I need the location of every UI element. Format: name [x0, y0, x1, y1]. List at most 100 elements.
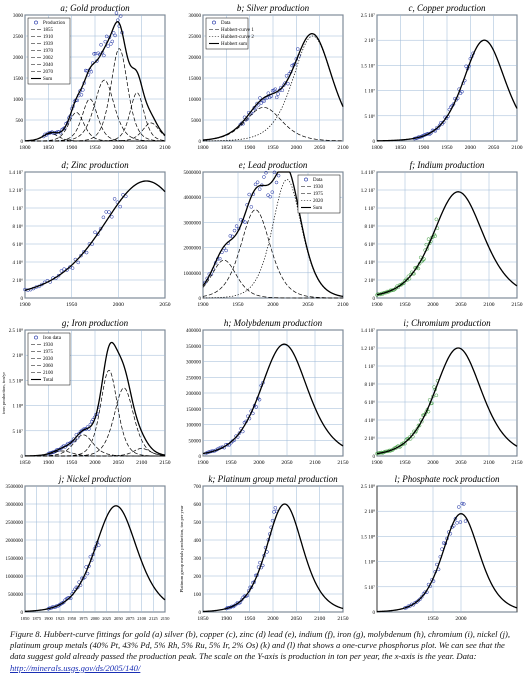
hubbert-curve [376, 513, 518, 613]
x-tick-label: 2000 [267, 616, 278, 622]
hubbert-curve [203, 35, 344, 142]
x-tick-label: 1900 [371, 302, 382, 308]
data-point [457, 505, 461, 509]
legend-marker [34, 335, 38, 340]
hubbert-curve [25, 387, 166, 457]
y-tick-label: 500000 [8, 593, 24, 598]
hubbert-curve [376, 39, 518, 142]
hubbert-curve [25, 448, 166, 457]
data-point [422, 257, 426, 261]
data-point [232, 228, 237, 233]
y-tick-label: 2 10⁶ [13, 278, 24, 284]
x-tick-label: 2000 [427, 302, 438, 308]
x-tick-label: 1950 [427, 616, 438, 622]
y-tick-label: 700 [194, 485, 202, 490]
chart-panel: h; Molybdenum production 1900 1950 2000 2050… [186, 318, 349, 466]
y-tick-label: 0 [21, 297, 24, 302]
y-tick-label: 1 10⁷ [365, 364, 376, 370]
x-tick-label: 2050 [281, 460, 292, 466]
data-point [266, 91, 271, 95]
caption-text: Figure 8. Hubbert-curve fittings for gol… [10, 629, 510, 662]
y-tick-label: 1.4 10⁷ [361, 328, 376, 334]
x-tick-label: 1900 [19, 302, 30, 308]
chart-title: e; Lead production [239, 160, 308, 170]
y-axis-label: iron production, ton/yr [1, 372, 7, 414]
x-tick-label: 2000 [253, 460, 264, 466]
chart-panel: c, Copper production 1800 1850 1900 1950 2000… [361, 3, 523, 151]
x-tick-label: 2000 [89, 460, 100, 466]
data-point [93, 230, 97, 235]
x-tick-label: 2050 [488, 145, 499, 151]
x-tick-label: 1950 [441, 145, 452, 151]
y-tick-label: 1000000 [184, 272, 202, 277]
y-tick-label: 4 10⁶ [365, 418, 376, 424]
data-point [284, 74, 289, 78]
chart-title: i; Chromium production [403, 318, 491, 328]
data-source-link[interactable]: http://minerals.usgs.gov/ds/2005/140/ [10, 662, 141, 673]
y-tick-label: 200000 [186, 392, 202, 397]
data-point [70, 266, 75, 270]
x-tick-label: 2050 [136, 145, 147, 151]
hubbert-curve [25, 48, 166, 142]
y-tick-label: 5 10⁶ [365, 114, 376, 120]
legend-label: 1975 [313, 192, 324, 197]
data-point [273, 87, 278, 91]
y-tick-label: 10000 [189, 98, 202, 103]
x-tick-label: 2000 [427, 460, 438, 466]
data-point [273, 506, 278, 510]
legend-label: Hubbert-curve 2 [221, 35, 254, 40]
sum-curve [24, 341, 166, 457]
legend-marker [304, 177, 308, 182]
data-point [59, 269, 64, 273]
x-tick-label: 1900 [197, 302, 208, 308]
y-tick-label: 5000 [191, 119, 202, 124]
data-point [106, 44, 110, 48]
legend-label: 2040 [43, 63, 54, 68]
x-tick-label: 2000 [455, 616, 466, 622]
x-tick-label: 2000 [465, 145, 476, 151]
plot-frame [376, 485, 518, 613]
y-tick-label: 1 10⁷ [13, 206, 24, 212]
y-tick-label: 1 10⁸ [365, 560, 376, 566]
data-point [264, 170, 268, 175]
data-point [253, 182, 258, 187]
chart-panel: a; Gold production 1800 1850 1900 1950 2000 20… [13, 3, 171, 151]
y-tick-label: 1 10⁷ [365, 89, 376, 95]
plot-frame [24, 171, 166, 299]
y-tick-label: 1.5 10⁸ [361, 534, 376, 540]
y-tick-label: 0 [199, 611, 202, 616]
data-point [254, 405, 258, 409]
data-point [262, 175, 266, 179]
y-tick-label: 8 10⁶ [13, 224, 24, 230]
data-point [462, 502, 466, 506]
y-tick-label: 4 10⁶ [13, 260, 24, 266]
hubbert-curve [202, 503, 344, 613]
y-tick-label: 20000 [189, 56, 202, 61]
x-tick-label: 1900 [197, 460, 208, 466]
data-point [96, 543, 101, 547]
x-tick-label: 2100 [159, 145, 170, 151]
data-point [274, 180, 279, 185]
hubbert-curve [376, 191, 518, 296]
data-point [79, 93, 84, 97]
y-tick-label: 400 [194, 539, 202, 544]
data-point [434, 217, 439, 222]
y-tick-label: 0 [373, 140, 376, 145]
chart-title: g; Iron production [62, 318, 129, 328]
x-tick-label: 2000 [113, 302, 124, 308]
x-tick-label: 2150 [511, 302, 522, 308]
x-tick-label: 1850 [395, 145, 406, 151]
data-point [112, 197, 117, 201]
hubbert-curve [24, 505, 166, 613]
x-tick-label: 1850 [19, 460, 30, 466]
data-point [99, 42, 103, 47]
y-tick-label: 1.5 10⁷ [361, 63, 376, 69]
x-tick-label: 2000 [291, 145, 302, 151]
legend-label: Total [43, 378, 54, 383]
y-tick-label: 0 [373, 611, 376, 616]
data-point [453, 517, 458, 521]
x-tick-label: 1900 [66, 145, 77, 151]
data-point [274, 95, 279, 100]
x-tick-label: 1900 [44, 616, 54, 621]
data-point [418, 597, 422, 601]
